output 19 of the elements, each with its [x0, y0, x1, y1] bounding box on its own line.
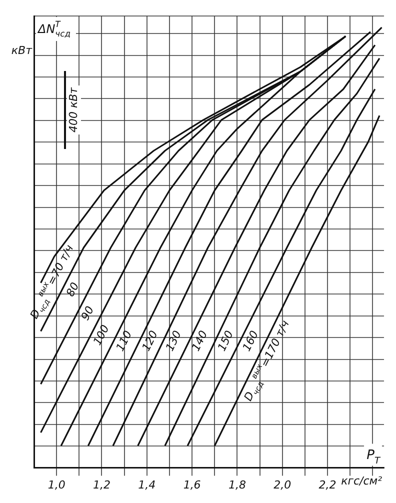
- x-tick-label: 1,0: [48, 478, 66, 492]
- x-tick-label: 1,6: [183, 478, 201, 492]
- text: 140: [189, 328, 210, 354]
- text: 150: [215, 328, 236, 354]
- x-tick-label: 2,0: [274, 478, 292, 492]
- text: 110: [114, 328, 135, 354]
- x-tick-label: 2,2: [318, 478, 336, 492]
- text: 130: [163, 328, 184, 354]
- x-tick-label: 1,8: [228, 478, 246, 492]
- x-tick-label: 1,4: [138, 478, 156, 492]
- text: 90: [78, 304, 97, 323]
- text: кгс/см²: [341, 474, 383, 488]
- text: кВт: [11, 44, 33, 57]
- text: 80: [64, 280, 82, 299]
- text: 100: [90, 322, 112, 348]
- annotation: 400 кВт: [66, 86, 80, 133]
- x-tick-label: 1,2: [92, 478, 110, 492]
- text: 120: [140, 328, 160, 354]
- text: 160: [240, 328, 262, 354]
